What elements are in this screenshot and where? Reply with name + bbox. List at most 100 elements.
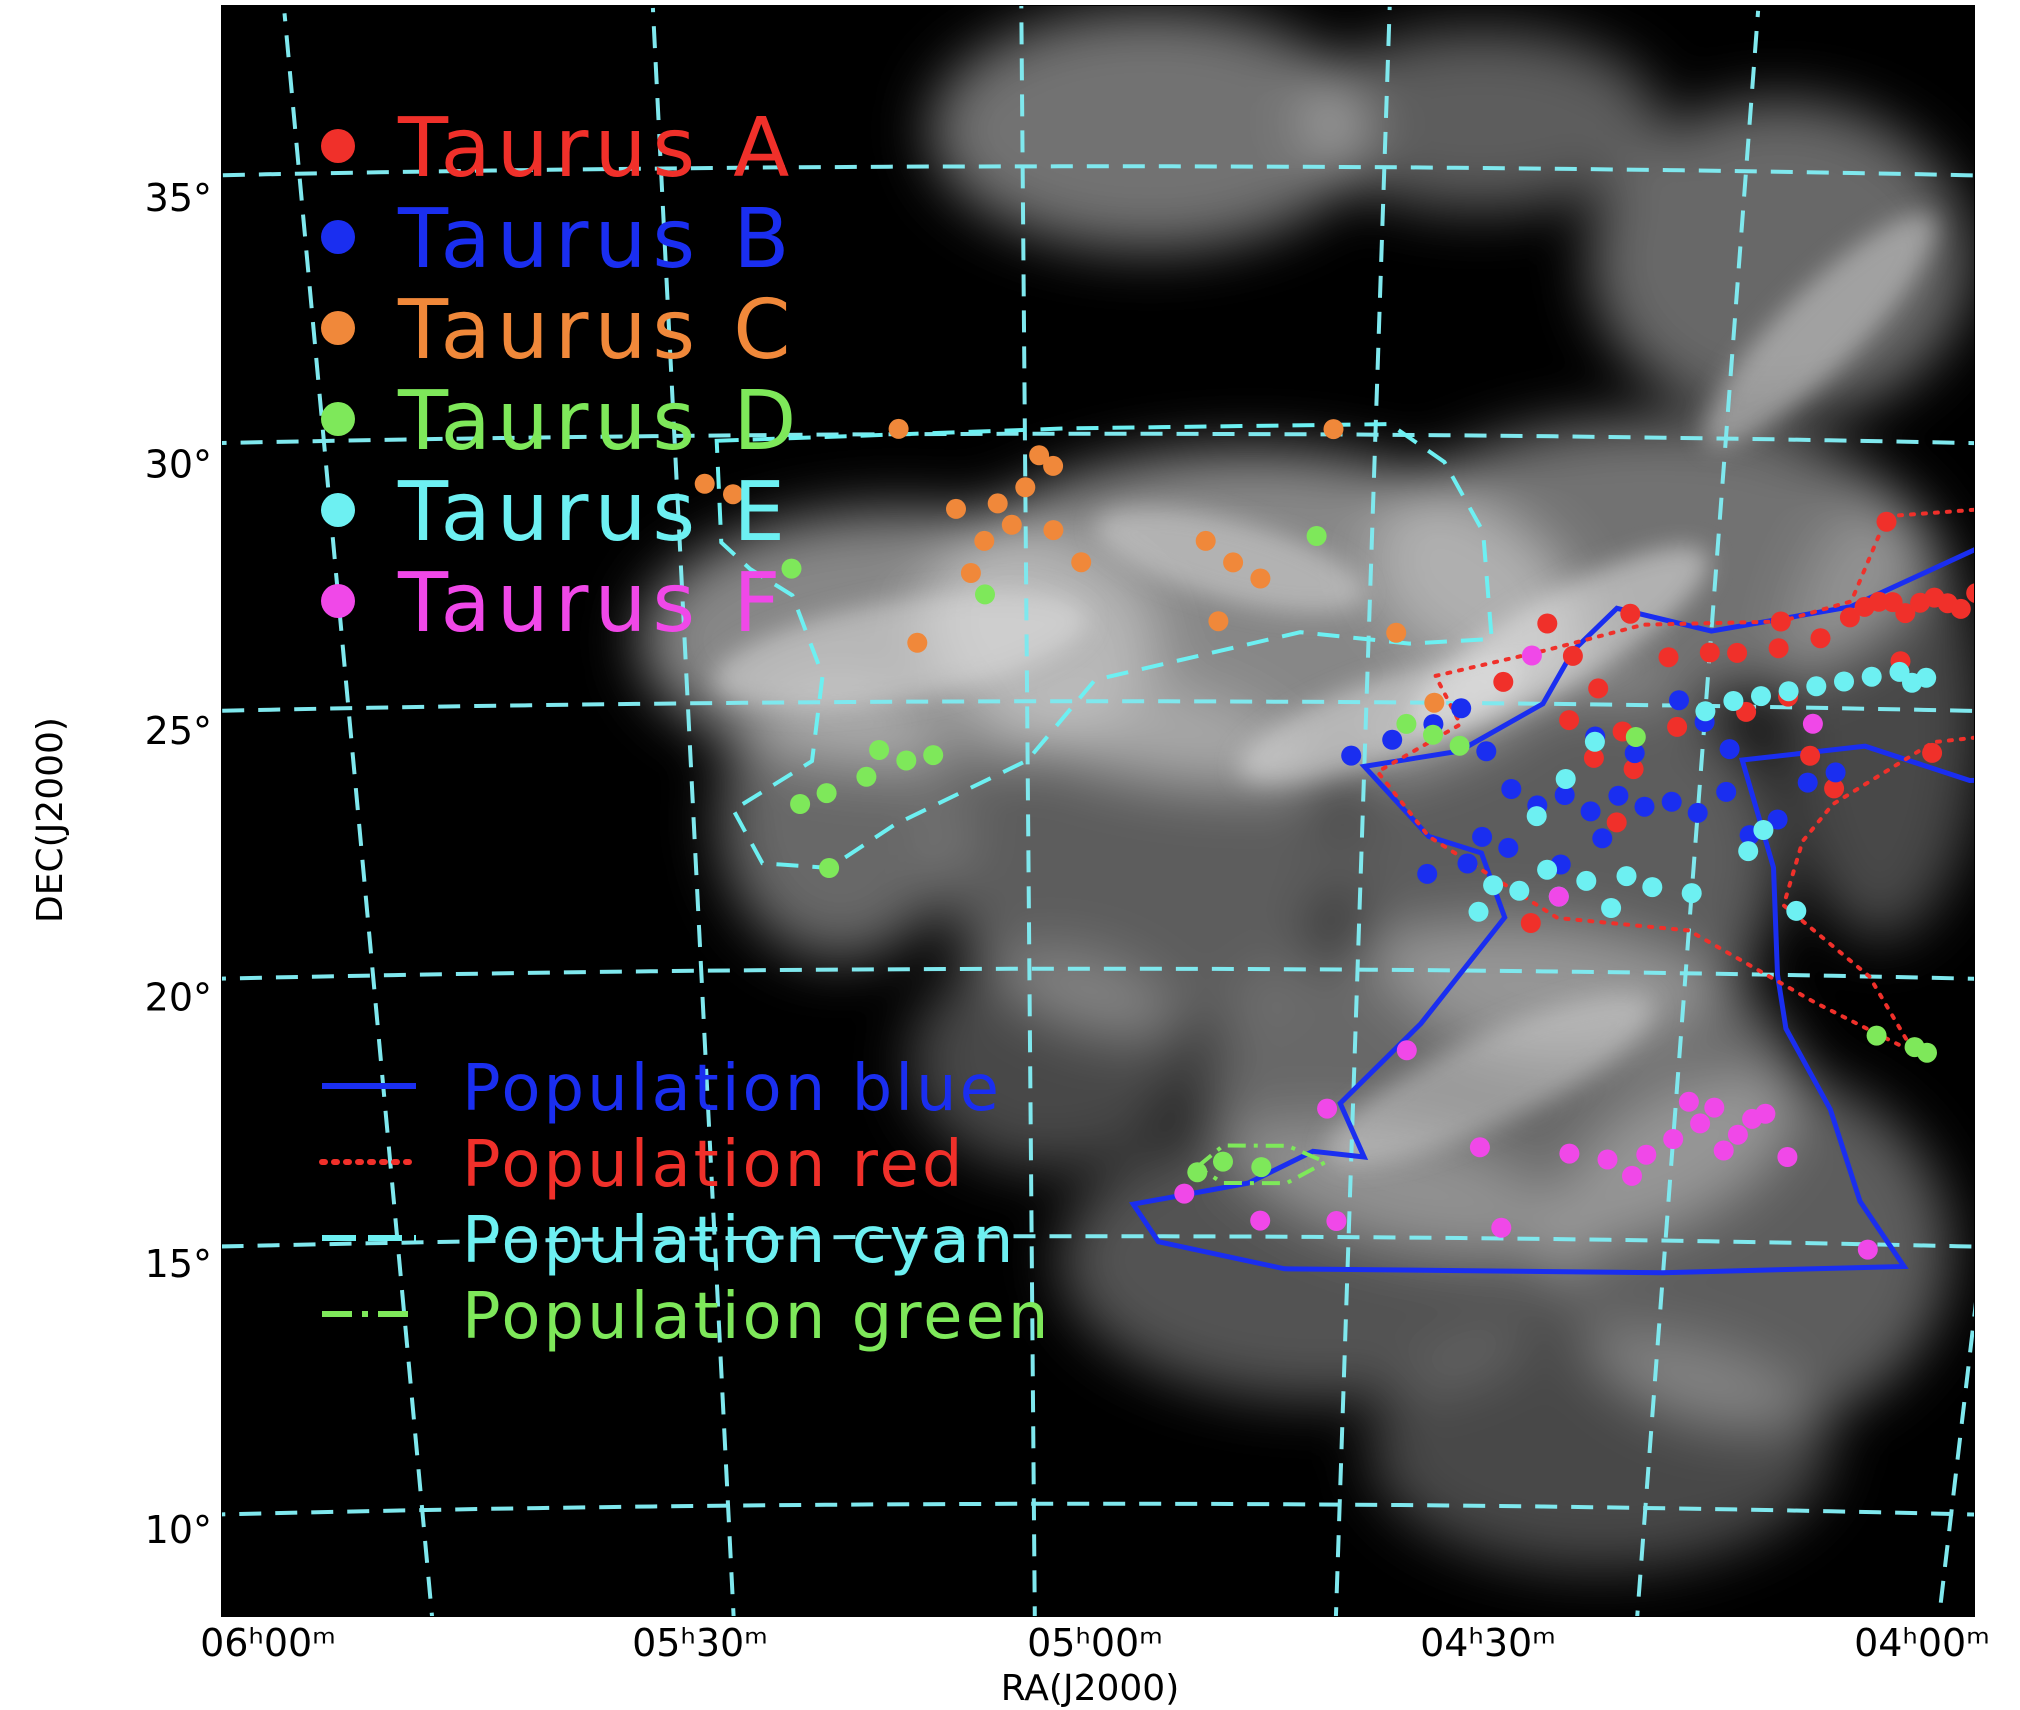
point-taurus-e <box>1751 686 1771 707</box>
point-taurus-d <box>816 783 837 804</box>
point-taurus-f <box>1713 1140 1734 1161</box>
legend-label: Population cyan <box>462 1204 1016 1278</box>
dec-tick-label: 10° <box>145 1508 212 1552</box>
point-taurus-e <box>1681 883 1702 904</box>
point-taurus-f <box>1690 1113 1711 1134</box>
point-taurus-d <box>1866 1025 1887 1046</box>
point-taurus-a <box>1493 671 1514 692</box>
point-taurus-a <box>1987 648 2007 668</box>
point-taurus-c <box>1043 455 1064 476</box>
point-taurus-c <box>974 530 995 551</box>
dec-tick-label: 15° <box>145 1242 212 1286</box>
point-taurus-e <box>1576 870 1597 891</box>
point-taurus-a <box>1562 645 1583 666</box>
point-taurus-c <box>960 563 981 583</box>
point-taurus-f <box>1636 1144 1657 1165</box>
point-taurus-f <box>1491 1217 1512 1238</box>
point-taurus-f <box>1548 886 1569 907</box>
point-taurus-a <box>1876 511 1897 532</box>
point-taurus-c <box>1015 477 1036 498</box>
legend-marker-taurus-a <box>321 129 355 163</box>
region-population-blue <box>1128 547 1974 1276</box>
point-taurus-a <box>1824 778 1845 799</box>
point-taurus-d <box>1251 1157 1272 1178</box>
point-taurus-e <box>1468 901 1489 922</box>
legend-marker-taurus-f <box>321 584 355 618</box>
legend-label: Population green <box>462 1280 1051 1354</box>
point-taurus-e <box>1723 691 1744 711</box>
legend-label: Taurus D <box>397 374 802 469</box>
point-taurus-a <box>1583 747 1604 768</box>
point-taurus-a <box>1699 642 1720 663</box>
y-axis-title: DEC(J2000) <box>30 717 71 923</box>
legend-label: Taurus A <box>397 101 795 196</box>
point-taurus-e <box>1834 671 1854 692</box>
ra-tick-label: 05ʰ30ᵐ <box>632 1621 768 1665</box>
point-taurus-b <box>1797 772 1818 793</box>
point-taurus-a <box>1922 742 1943 763</box>
point-taurus-e <box>1806 676 1827 697</box>
legend-label: Population red <box>462 1128 966 1202</box>
point-taurus-e <box>1526 806 1547 827</box>
point-taurus-c <box>1029 445 1050 466</box>
legend-label: Taurus E <box>397 465 791 560</box>
point-taurus-e <box>1753 820 1774 840</box>
point-taurus-e <box>1601 898 1622 918</box>
point-taurus-a <box>1667 716 1688 737</box>
point-taurus-e <box>1916 667 1937 688</box>
point-taurus-c <box>694 473 715 494</box>
point-taurus-f <box>1250 1210 1271 1231</box>
point-taurus-a <box>1620 603 1641 624</box>
point-taurus-e <box>1537 859 1558 880</box>
point-taurus-a <box>1727 642 1748 663</box>
ra-grid-line <box>282 13 435 1616</box>
point-taurus-e <box>1786 900 1807 921</box>
point-taurus-c <box>1323 419 1344 440</box>
point-taurus-c <box>1043 520 1064 541</box>
point-taurus-d <box>923 745 944 766</box>
coordinate-grid <box>222 6 1974 1616</box>
point-taurus-a <box>1839 607 1860 628</box>
legend-label: Taurus F <box>397 556 786 651</box>
ra-tick-label: 04ʰ00ᵐ <box>1854 1621 1990 1665</box>
dec-tick-label: 20° <box>145 975 212 1019</box>
point-taurus-c <box>1223 552 1244 573</box>
point-taurus-e <box>1778 681 1799 702</box>
point-taurus-d <box>1423 724 1443 745</box>
dec-tick-label: 35° <box>145 176 212 220</box>
point-taurus-c <box>1195 530 1216 551</box>
point-taurus-a <box>1966 583 1974 603</box>
point-taurus-a <box>1658 647 1679 668</box>
point-taurus-f <box>1559 1143 1580 1164</box>
point-taurus-b <box>1382 729 1403 750</box>
legend-marker-taurus-b <box>321 220 355 254</box>
point-taurus-b <box>1719 739 1740 760</box>
point-taurus-b <box>1716 781 1737 802</box>
point-taurus-e <box>1616 866 1637 887</box>
point-taurus-c <box>723 484 743 505</box>
point-taurus-a <box>2008 579 2020 599</box>
point-taurus-a <box>1588 678 1609 699</box>
point-taurus-f <box>1396 1040 1417 1061</box>
point-taurus-f <box>1317 1098 1338 1119</box>
point-taurus-f <box>1857 1239 1878 1260</box>
point-taurus-b <box>1687 802 1708 823</box>
point-taurus-c <box>907 632 928 653</box>
point-taurus-b <box>1580 801 1601 822</box>
point-taurus-e <box>1861 666 1882 687</box>
point-taurus-f <box>1174 1183 1195 1204</box>
point-taurus-a <box>1770 611 1791 632</box>
point-taurus-f <box>1755 1103 1776 1124</box>
point-taurus-c <box>1208 611 1229 632</box>
point-taurus-d <box>819 858 840 878</box>
point-taurus-f <box>1704 1097 1725 1118</box>
point-taurus-d <box>1306 526 1327 546</box>
point-taurus-d <box>1917 1042 1937 1063</box>
point-taurus-f <box>1777 1147 1798 1167</box>
point-taurus-f <box>1678 1091 1699 1112</box>
point-taurus-a <box>1768 638 1789 659</box>
ra-grid-line <box>1019 6 1037 1616</box>
point-taurus-a <box>1950 598 1971 619</box>
point-taurus-b <box>1341 745 1362 766</box>
